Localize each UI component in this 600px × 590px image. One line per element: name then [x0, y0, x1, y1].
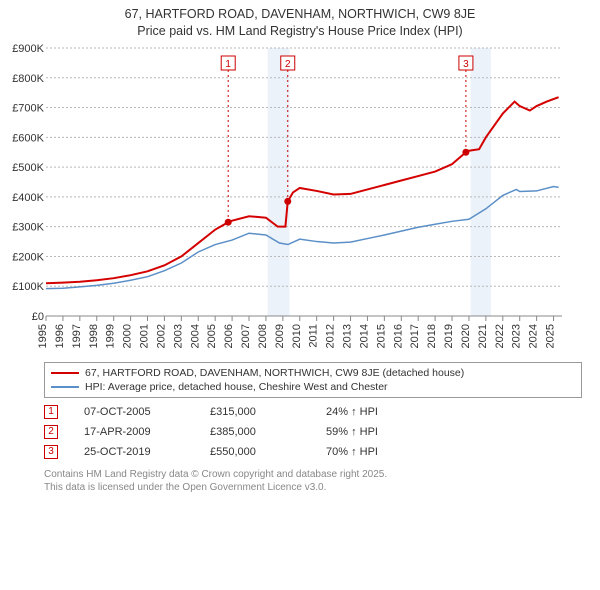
legend-label-hpi: HPI: Average price, detached house, Ches…: [85, 381, 388, 393]
sale-row-2: 2 17-APR-2009 £385,000 59% ↑ HPI: [44, 422, 582, 442]
svg-text:1995: 1995: [37, 324, 49, 348]
svg-text:2014: 2014: [358, 324, 370, 348]
sale-price-1: £315,000: [210, 406, 300, 418]
svg-text:£700K: £700K: [12, 102, 44, 114]
svg-text:2000: 2000: [122, 324, 134, 348]
svg-text:2011: 2011: [308, 324, 320, 348]
title-line2: Price paid vs. HM Land Registry's House …: [0, 23, 600, 40]
sale-price-3: £550,000: [210, 446, 300, 458]
svg-text:2004: 2004: [189, 324, 201, 348]
sale-date-2: 17-APR-2009: [84, 426, 184, 438]
svg-text:1996: 1996: [54, 324, 66, 348]
svg-text:2021: 2021: [477, 324, 489, 348]
svg-text:2008: 2008: [257, 324, 269, 348]
svg-text:2016: 2016: [392, 324, 404, 348]
sale-price-2: £385,000: [210, 426, 300, 438]
chart-svg: £0 £100K £200K £300K £400K £500K £600K £700K £80…: [6, 44, 566, 356]
sale-row-3: 3 25-OCT-2019 £550,000 70% ↑ HPI: [44, 442, 582, 462]
sale-hpi-3: 70% ↑ HPI: [326, 446, 436, 458]
svg-text:1997: 1997: [71, 324, 83, 348]
svg-text:2022: 2022: [494, 324, 506, 348]
legend: 67, HARTFORD ROAD, DAVENHAM, NORTHWICH, …: [44, 362, 582, 398]
svg-text:2002: 2002: [155, 324, 167, 348]
svg-text:2023: 2023: [511, 324, 523, 348]
svg-text:2009: 2009: [274, 324, 286, 348]
legend-item-price: 67, HARTFORD ROAD, DAVENHAM, NORTHWICH, …: [51, 366, 575, 380]
svg-text:2012: 2012: [325, 324, 337, 348]
svg-text:2017: 2017: [409, 324, 421, 348]
svg-text:2020: 2020: [460, 324, 472, 348]
svg-text:£100K: £100K: [12, 281, 44, 293]
sale-marker-1: 1: [44, 405, 58, 419]
svg-text:£300K: £300K: [12, 221, 44, 233]
svg-text:2013: 2013: [342, 324, 354, 348]
sale-date-1: 07-OCT-2005: [84, 406, 184, 418]
svg-text:3: 3: [463, 59, 469, 70]
legend-swatch-price: [51, 372, 79, 374]
svg-text:2024: 2024: [528, 324, 540, 348]
sale-hpi-2: 59% ↑ HPI: [326, 426, 436, 438]
svg-text:£200K: £200K: [12, 251, 44, 263]
svg-text:2007: 2007: [240, 324, 252, 348]
svg-text:2018: 2018: [426, 324, 438, 348]
sale-row-1: 1 07-OCT-2005 £315,000 24% ↑ HPI: [44, 402, 582, 422]
svg-text:2003: 2003: [172, 324, 184, 348]
chart-container: 67, HARTFORD ROAD, DAVENHAM, NORTHWICH, …: [0, 0, 600, 590]
chart-title: 67, HARTFORD ROAD, DAVENHAM, NORTHWICH, …: [0, 0, 600, 40]
svg-text:2001: 2001: [139, 324, 151, 348]
legend-item-hpi: HPI: Average price, detached house, Ches…: [51, 380, 575, 394]
svg-text:1999: 1999: [105, 324, 117, 348]
title-line1: 67, HARTFORD ROAD, DAVENHAM, NORTHWICH, …: [0, 6, 600, 23]
chart-plot: £0 £100K £200K £300K £400K £500K £600K £700K £80…: [6, 44, 590, 356]
svg-text:2025: 2025: [545, 324, 557, 348]
svg-text:£0: £0: [32, 311, 44, 323]
svg-text:2: 2: [285, 59, 291, 70]
footer-line2: This data is licensed under the Open Gov…: [44, 481, 582, 494]
svg-text:1998: 1998: [88, 324, 100, 348]
svg-text:2019: 2019: [443, 324, 455, 348]
svg-text:2006: 2006: [223, 324, 235, 348]
svg-text:2015: 2015: [375, 324, 387, 348]
sale-hpi-1: 24% ↑ HPI: [326, 406, 436, 418]
sale-date-3: 25-OCT-2019: [84, 446, 184, 458]
footer-line1: Contains HM Land Registry data © Crown c…: [44, 468, 582, 481]
legend-label-price: 67, HARTFORD ROAD, DAVENHAM, NORTHWICH, …: [85, 367, 464, 379]
svg-text:2010: 2010: [291, 324, 303, 348]
legend-swatch-hpi: [51, 386, 79, 388]
svg-text:£500K: £500K: [12, 162, 44, 174]
svg-text:£400K: £400K: [12, 192, 44, 204]
sale-marker-2: 2: [44, 425, 58, 439]
svg-text:1: 1: [225, 59, 231, 70]
sales-table: 1 07-OCT-2005 £315,000 24% ↑ HPI 2 17-AP…: [44, 402, 582, 462]
svg-text:2005: 2005: [206, 324, 218, 348]
svg-text:£900K: £900K: [12, 44, 44, 55]
sale-marker-3: 3: [44, 445, 58, 459]
svg-text:£800K: £800K: [12, 73, 44, 85]
footer-attribution: Contains HM Land Registry data © Crown c…: [44, 468, 582, 494]
svg-text:£600K: £600K: [12, 132, 44, 144]
